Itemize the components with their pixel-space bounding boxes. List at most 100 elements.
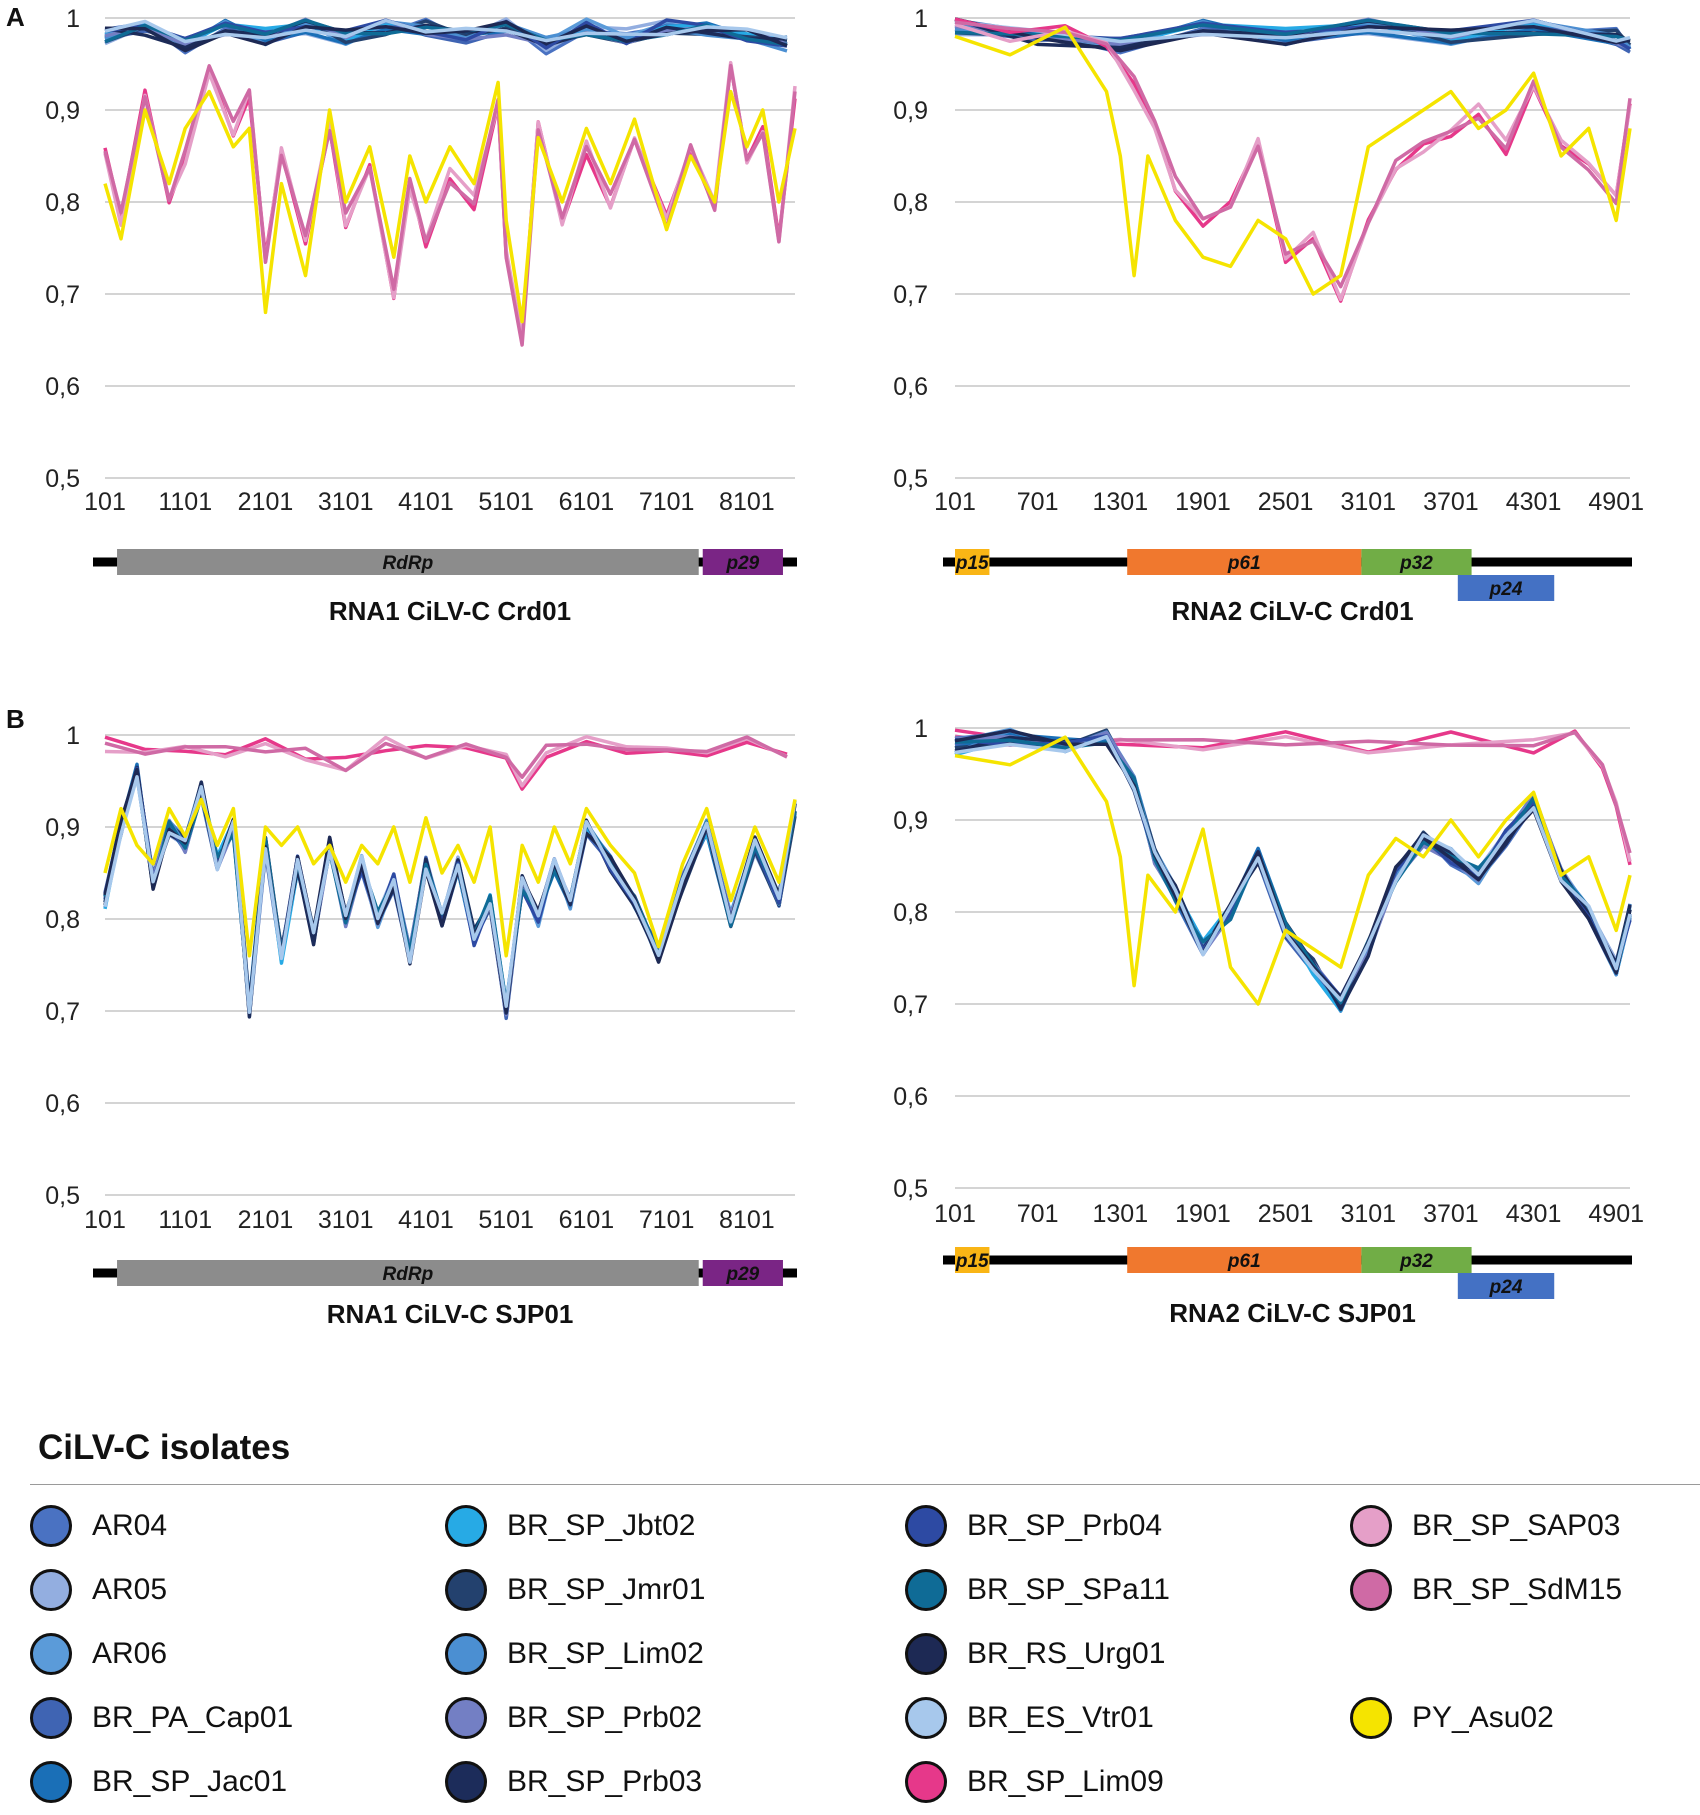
legend-swatch (445, 1569, 487, 1611)
legend-title: CiLV-C isolates (38, 1428, 291, 1467)
legend-label: BR_SP_Lim02 (507, 1637, 704, 1670)
gene-label: RdRp (383, 1264, 434, 1285)
series-line-py-asu02 (954, 25, 1632, 296)
series-line-ar06 (954, 727, 1632, 999)
legend-item: BR_SP_Jmr01 (445, 1565, 705, 1615)
y-tick-label: 0,8 (45, 906, 80, 934)
x-tick-label: 4101 (398, 1206, 454, 1234)
x-tick-label: 4301 (1506, 1200, 1562, 1228)
x-tick-label: 7101 (639, 1206, 695, 1234)
legend-label: PY_Asu02 (1412, 1701, 1554, 1734)
legend-item: BR_SP_Jbt02 (445, 1501, 695, 1551)
legend-swatch (30, 1633, 72, 1675)
series-lines (954, 727, 1632, 1013)
legend-item: BR_SP_SPa11 (905, 1565, 1170, 1615)
gene-label: p32 (1399, 1251, 1433, 1272)
series-line-br-sp-lim09 (954, 17, 1632, 303)
legend-item: BR_SP_Jac01 (30, 1757, 287, 1807)
legend-swatch (445, 1633, 487, 1675)
legend-label: BR_SP_Jac01 (92, 1765, 288, 1798)
series-line-br-sp-prb04 (954, 734, 1632, 999)
genome-map: RdRp p29 (93, 1260, 797, 1286)
legend-item: PY_Asu02 (1350, 1693, 1554, 1743)
y-tick-label: 0,9 (45, 814, 80, 842)
x-tick-label: 2101 (238, 488, 294, 516)
series-line-br-sp-sdm15 (954, 20, 1632, 289)
x-tick-label: 101 (84, 488, 126, 516)
series-line-ar04 (954, 731, 1632, 1013)
x-tick-label: 1101 (158, 488, 212, 516)
legend-swatch (905, 1633, 947, 1675)
series-line-br-sp-sdm15 (103, 63, 797, 347)
y-tick-label: 0,9 (893, 807, 928, 835)
y-tick-label: 0,5 (893, 1175, 928, 1203)
y-tick-label: 0,7 (45, 281, 80, 309)
legend-item: AR04 (30, 1501, 167, 1551)
gene-p24 (1457, 1273, 1555, 1299)
gene-p15 (955, 549, 990, 575)
legend-swatch (905, 1505, 947, 1547)
y-tick-label: 0,8 (893, 899, 928, 927)
x-tick-label: 2501 (1258, 1200, 1314, 1228)
legend-label: BR_SP_SPa11 (967, 1573, 1170, 1606)
y-tick-label: 0,8 (45, 189, 80, 217)
y-tick-label: 1 (914, 715, 928, 743)
gene-label: p29 (725, 553, 759, 574)
y-tick-label: 1 (914, 5, 928, 33)
legend-swatch (1350, 1697, 1392, 1739)
legend-label: BR_SP_SAP03 (1412, 1509, 1621, 1542)
legend-item: BR_SP_Prb03 (445, 1757, 702, 1807)
legend-item: BR_RS_Urg01 (905, 1629, 1165, 1679)
series-lines (954, 17, 1632, 303)
x-tick-label: 4901 (1588, 1200, 1644, 1228)
legend-swatch (905, 1569, 947, 1611)
y-tick-label: 1 (66, 722, 80, 750)
gene-rdrp (117, 1260, 699, 1286)
chart-title: RNA1 CiLV-C SJP01 (327, 1299, 574, 1329)
y-tick-label: 0,9 (45, 97, 80, 125)
legend-item: BR_PA_Cap01 (30, 1693, 293, 1743)
gene-label: p32 (1399, 553, 1433, 574)
x-tick-label: 5101 (478, 488, 534, 516)
legend-swatch (445, 1761, 487, 1803)
legend-swatch (445, 1505, 487, 1547)
gene-p15 (955, 1247, 990, 1273)
legend-item: BR_SP_Lim02 (445, 1629, 704, 1679)
x-tick-label: 1901 (1175, 488, 1231, 516)
gene-p29 (702, 549, 783, 575)
series-line-br-sp-lim02 (954, 729, 1632, 999)
x-tick-label: 5101 (478, 1206, 534, 1234)
series-line-br-sp-lim09 (104, 735, 788, 791)
y-tick-label: 0,5 (893, 465, 928, 493)
series-line-br-sp-spa11 (954, 738, 1632, 1005)
series-line-br-pa-cap01 (954, 731, 1632, 1006)
series-line-br-sp-jbt02 (954, 731, 1632, 1013)
legend-label: BR_SP_Prb03 (507, 1765, 703, 1798)
gene-label: p24 (1489, 579, 1523, 600)
series-line-br-sp-prb03 (954, 734, 1632, 1011)
legend-swatch (30, 1569, 72, 1611)
gene-label: p15 (955, 1251, 989, 1272)
series-line-py-asu02 (103, 797, 797, 958)
x-tick-label: 8101 (719, 1206, 775, 1234)
series-line-br-es-vtr01 (103, 775, 797, 1014)
genome-map: p15 p61 p32 p24 (943, 1247, 1632, 1299)
y-tick-label: 0,8 (893, 189, 928, 217)
series-line-br-sp-jac01 (954, 732, 1632, 1002)
gene-p32 (1361, 1247, 1472, 1273)
legend-swatch (445, 1697, 487, 1739)
x-tick-label: 701 (1017, 1200, 1059, 1228)
series-line-py-asu02 (954, 735, 1632, 1006)
chart-title: RNA2 CiLV-C Crd01 (1171, 596, 1413, 626)
legend-swatch (1350, 1569, 1392, 1611)
x-tick-label: 1901 (1175, 1200, 1231, 1228)
legend-item: BR_SP_Lim09 (905, 1757, 1164, 1807)
x-tick-label: 6101 (559, 488, 615, 516)
legend-swatch (30, 1505, 72, 1547)
legend-label: BR_PA_Cap01 (92, 1701, 294, 1734)
series-line-br-es-vtr01 (104, 18, 788, 44)
x-tick-label: 4901 (1588, 488, 1644, 516)
